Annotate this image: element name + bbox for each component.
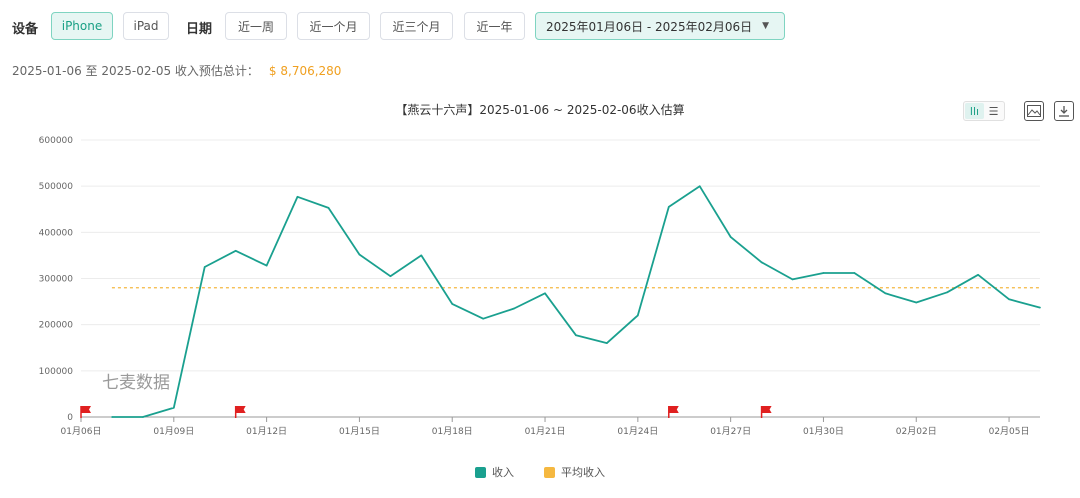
x-tick-label: 01月18日 <box>432 426 473 437</box>
event-flag-icon <box>234 406 246 418</box>
revenue-data-point <box>389 275 392 277</box>
revenue-data-point <box>575 334 577 337</box>
chart-title: 【燕云十六声】2025-01-06 ~ 2025-02-06收入估算 <box>395 103 685 117</box>
revenue-data-point <box>853 272 856 274</box>
revenue-line-chart: 0 100000 200000 300000 400000 500000 600000 01… <box>39 136 1041 437</box>
save-image-button[interactable] <box>1024 101 1044 121</box>
event-flag-icon <box>760 406 772 418</box>
x-tick-label: 01月21日 <box>525 426 566 437</box>
revenue-summary: 2025-01-06 至 2025-02-05 收入预估总计： $ 8,706,2… <box>12 62 341 79</box>
x-tick-label: 01月06日 <box>61 426 102 437</box>
revenue-data-point <box>482 317 484 320</box>
x-tick-label: 01月09日 <box>153 426 194 437</box>
x-tick-label: 01月27日 <box>710 426 751 437</box>
revenue-data-point <box>234 250 237 252</box>
revenue-data-point <box>420 254 423 257</box>
revenue-data-point <box>822 272 825 274</box>
revenue-data-point <box>1039 306 1041 309</box>
y-tick-label: 400000 <box>39 228 74 238</box>
revenue-data-point <box>791 278 794 281</box>
flag-banner <box>81 406 91 413</box>
flag-banner <box>235 406 246 413</box>
device-label: 设备 <box>12 22 39 37</box>
revenue-data-point <box>729 236 732 238</box>
date-label: 日期 <box>186 22 213 37</box>
revenue-data-point <box>173 406 175 409</box>
revenue-series-line <box>111 185 1041 418</box>
x-tick-label: 01月12日 <box>246 426 287 437</box>
filter-bar: 设备 iPhone iPad 日期 近一周 近一个月 近三个月 近一年 2025… <box>0 10 1080 42</box>
revenue-data-point <box>667 206 670 208</box>
revenue-data-point <box>296 195 299 198</box>
event-flag-icon <box>80 406 91 418</box>
flag-banner <box>761 406 772 413</box>
revenue-data-point <box>142 416 144 418</box>
revenue-data-point <box>544 292 546 295</box>
x-tick-label: 01月30日 <box>803 426 844 437</box>
range-three-month-button[interactable]: 近三个月 <box>380 12 453 40</box>
date-range-picker[interactable]: 2025年01月06日 - 2025年02月06日 ▼ <box>535 12 785 40</box>
y-tick-label: 600000 <box>39 136 74 146</box>
device-iphone-button[interactable]: iPhone <box>51 12 113 40</box>
revenue-data-point <box>946 291 948 294</box>
image-icon <box>1027 105 1041 117</box>
revenue-data-point <box>513 307 515 310</box>
revenue-data-point <box>760 261 763 264</box>
legend-label-average: 平均收入 <box>561 466 605 479</box>
download-icon <box>1059 106 1069 117</box>
y-tick-label: 300000 <box>39 275 74 285</box>
revenue-data-point <box>637 314 639 317</box>
date-range-text: 2025年01月06日 - 2025年02月06日 <box>546 19 753 34</box>
legend-swatch-average <box>544 466 555 478</box>
revenue-data-point <box>451 303 454 305</box>
download-button[interactable] <box>1054 101 1074 121</box>
x-tick-label: 01月15日 <box>339 426 380 437</box>
range-year-button[interactable]: 近一年 <box>464 12 525 40</box>
chart-type-toggle[interactable]: llı ☰ <box>963 101 1005 121</box>
bar-chart-icon[interactable]: llı <box>965 103 984 119</box>
caret-down-icon: ▼ <box>762 21 770 31</box>
event-flag-icon <box>668 406 679 418</box>
revenue-data-point <box>698 185 701 187</box>
revenue-data-point <box>203 266 206 268</box>
flag-banner <box>668 406 679 413</box>
summary-amount: $ 8,706,280 <box>268 64 342 78</box>
x-tick-label: 01月24日 <box>617 426 658 437</box>
revenue-data-point <box>977 274 979 276</box>
revenue-data-point <box>915 301 918 304</box>
revenue-data-point <box>606 342 608 344</box>
range-week-button[interactable]: 近一周 <box>225 12 287 40</box>
x-tick-label: 02月05日 <box>989 426 1030 437</box>
list-icon[interactable]: ☰ <box>988 104 999 118</box>
y-tick-label: 100000 <box>39 367 74 377</box>
revenue-data-point <box>358 253 361 256</box>
legend-item-average[interactable]: 平均收入 <box>544 464 605 480</box>
device-ipad-button[interactable]: iPad <box>123 12 169 40</box>
range-month-button[interactable]: 近一个月 <box>297 12 370 40</box>
revenue-data-point <box>327 207 330 209</box>
revenue-data-point <box>265 264 268 267</box>
legend-swatch-revenue <box>475 466 486 478</box>
y-tick-label: 200000 <box>39 321 74 331</box>
legend-item-revenue[interactable]: 收入 <box>475 464 514 480</box>
chart-legend: 收入 平均收入 <box>0 464 1080 480</box>
legend-label-revenue: 收入 <box>492 466 514 479</box>
summary-text: 2025-01-06 至 2025-02-05 收入预估总计： <box>12 64 259 78</box>
y-tick-label: 500000 <box>39 182 74 192</box>
revenue-data-point <box>884 292 887 295</box>
watermark-text: 七麦数据 <box>102 373 170 393</box>
x-tick-label: 02月02日 <box>896 426 937 437</box>
y-tick-label: 0 <box>67 413 73 423</box>
revenue-data-point <box>1008 298 1010 301</box>
revenue-data-point <box>111 416 113 418</box>
